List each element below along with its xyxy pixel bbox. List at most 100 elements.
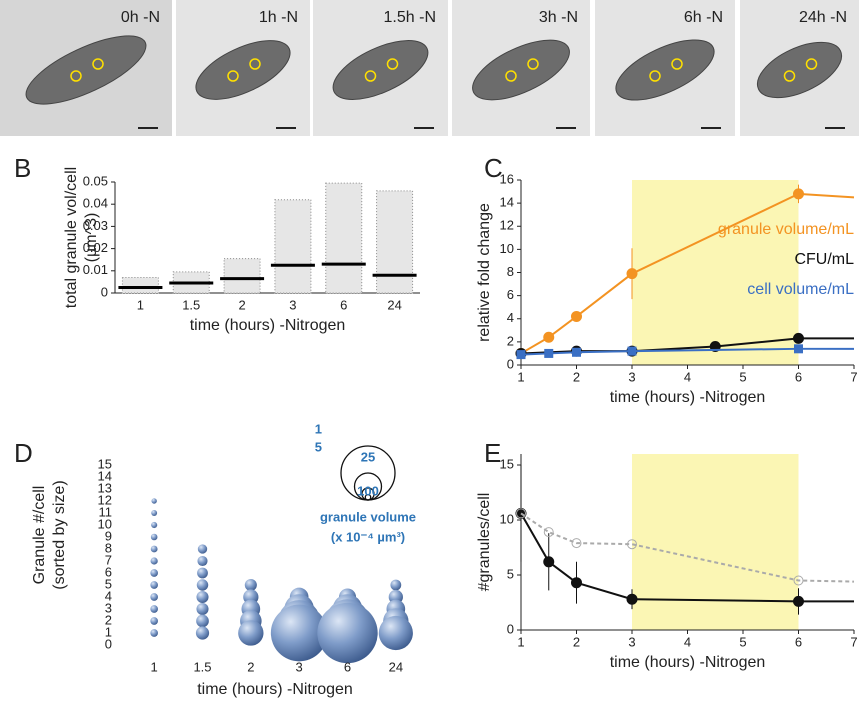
x-tick-label: 6 [795,369,802,384]
x-tick-label: 2 [247,659,254,674]
granule [527,58,539,70]
y-tick-label: 4 [507,310,514,325]
y-tick-label: 0.01 [83,262,108,277]
granule-bubble [244,578,257,592]
granule-bubble [197,567,208,579]
x-tick-label: 3 [628,369,635,384]
x-tick-label: 3 [296,659,303,674]
granule-bubble [378,615,413,651]
point-cloud [223,258,261,294]
granule-bubble [317,602,378,664]
granule-bubble [151,521,158,529]
x-tick-label: 1 [151,659,158,674]
y-tick-label: 0.04 [83,196,108,211]
marker [516,350,526,360]
cell [332,40,429,100]
x-tick-label: 5 [739,369,746,384]
panel-letter: E [484,438,501,468]
panel-letter: D [14,438,33,468]
series-line [520,512,855,583]
y-tick-label: 5 [507,566,514,581]
granule-bubble [151,498,157,504]
size-legend-label: 1 [315,421,322,436]
granule [649,70,661,82]
y-tick-label: 2 [507,333,514,348]
granule [805,58,818,70]
x-tick-label: 2 [573,369,580,384]
y-tick-label: 14 [98,468,112,483]
granule-bubble [150,533,158,541]
point-cloud [121,276,159,294]
granule-bubble [150,629,158,637]
x-tick-label: 5 [739,634,746,649]
x-tick-label: 1.5 [193,659,211,674]
granule-bubble [150,593,158,601]
series-line [520,512,854,603]
image-label: 6h -N [684,9,723,26]
granule-bubble [196,579,209,591]
y-axis-title: relative fold change [476,203,493,342]
marker [626,268,638,280]
cell [195,40,291,100]
granule-bubble [150,581,158,589]
granule-bubble [150,569,158,577]
cell [25,35,147,105]
granule-bubble [150,605,158,613]
size-legend-label: 25 [361,449,375,464]
image-label: 3h -N [539,9,578,26]
y-axis-title: Granule #/cell [31,486,48,585]
marker [544,348,554,358]
granule-bubble [195,626,210,640]
x-tick-label: 4 [684,369,691,384]
marker [794,344,803,354]
marker [516,508,526,519]
y-axis-title: (sorted by size) [51,480,68,589]
shaded-region [632,454,799,630]
x-axis-title: time (hours) -Nitrogen [190,317,346,334]
granule-bubble [150,557,158,565]
granule-bubble [150,545,158,553]
y-tick-label: 0 [105,636,112,651]
marker [626,593,638,605]
granule [249,58,261,70]
image-label: 1h -N [259,9,298,26]
y-tick-label: 10 [500,511,514,526]
panel-letter: C [484,153,503,183]
legend-entry: cell volume/mL [747,281,854,298]
marker [572,347,581,357]
granule-bubble [150,617,158,625]
y-tick-label: 0 [507,621,514,636]
legend-entry: CFU/mL [794,251,854,268]
y-tick-label: 0 [507,356,514,371]
y-tick-label: 4 [105,588,112,603]
x-tick-label: 1 [517,634,524,649]
point-cloud [376,190,414,294]
shaded-region [632,180,799,365]
y-tick-label: 0.02 [83,240,108,255]
x-tick-label: 1 [517,369,524,384]
y-tick-label: 11 [99,504,113,519]
x-tick-label: 1.5 [182,297,200,312]
marker [571,577,582,589]
marker [543,556,555,568]
y-tick-label: 6 [507,287,514,302]
x-axis-title: time (hours) -Nitrogen [197,681,353,698]
image-label: 0h -N [121,9,160,26]
y-tick-label: 0.03 [83,218,108,233]
marker [543,527,554,538]
y-tick-label: 2 [105,612,112,627]
x-tick-label: 6 [795,634,802,649]
x-tick-label: 2 [238,297,245,312]
y-tick-label: 1 [105,624,112,639]
cell [472,39,570,101]
granule-bubble [270,604,328,662]
granule [227,70,239,82]
marker [627,539,637,550]
granule [386,58,399,70]
x-tick-label: 4 [684,634,691,649]
size-legend-label: 100 [357,483,379,498]
y-tick-label: 6 [105,564,112,579]
x-tick-label: 1 [137,297,144,312]
granule [671,58,683,70]
